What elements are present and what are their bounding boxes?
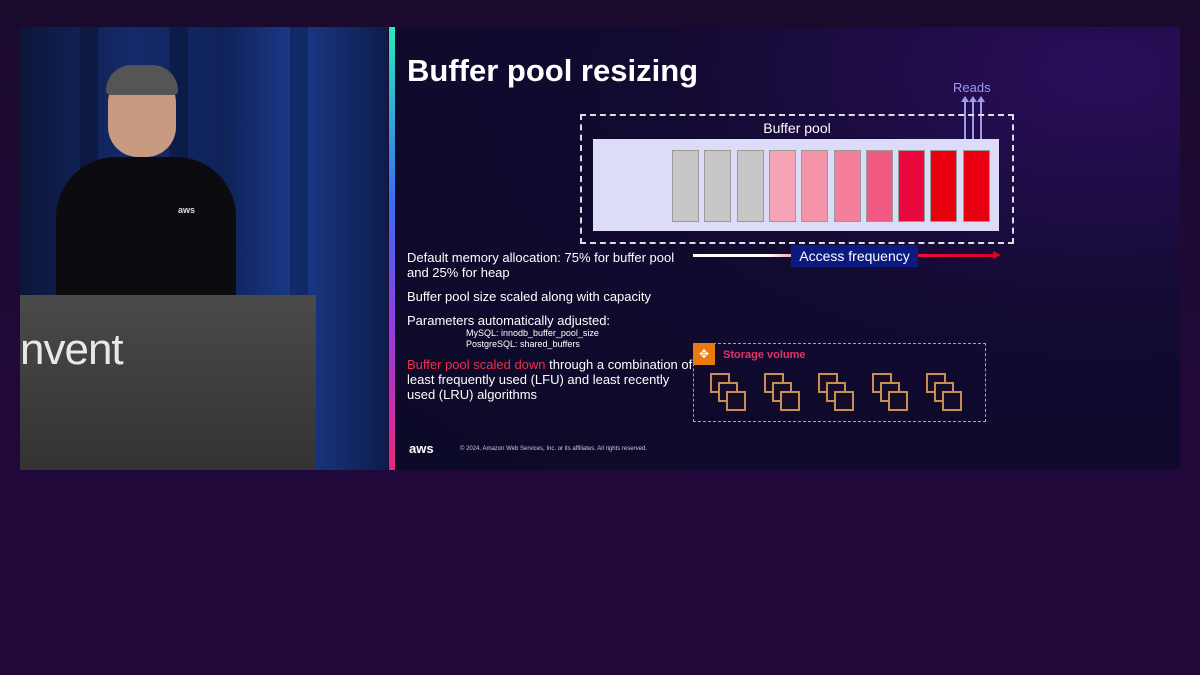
copyright: © 2024, Amazon Web Services, Inc. or its… <box>460 446 647 452</box>
buffer-page-block <box>833 150 861 222</box>
bullet-size-scaled: Buffer pool size scaled along with capac… <box>407 289 652 304</box>
read-arrow-icon <box>977 96 985 149</box>
shirt-logo: aws <box>178 205 196 215</box>
read-arrow-icon <box>961 96 969 149</box>
bullet-text: through a combination of least frequentl… <box>407 357 693 402</box>
podium-logo: nvent <box>20 325 124 374</box>
buffer-page-block <box>704 150 732 222</box>
param-mysql: MySQL: innodb_buffer_pool_size <box>466 328 599 338</box>
buffer-page-block <box>672 150 699 222</box>
buffer-page-block <box>801 150 829 222</box>
buffer-page-block <box>962 150 990 222</box>
storage-volume-container <box>693 343 986 422</box>
slide-accent-bar <box>389 27 395 470</box>
storage-volume-icon <box>872 373 914 413</box>
podium: nvent <box>20 295 316 470</box>
slide-title: Buffer pool resizing <box>407 53 699 88</box>
bullet-parameters: Parameters automatically adjusted: <box>407 313 611 328</box>
reads-label: Reads <box>953 80 991 95</box>
bullet-scaled-down: Buffer pool scaled down through a combin… <box>407 357 697 402</box>
highlight-text: Buffer pool scaled down <box>407 357 546 372</box>
storage-volume-icon <box>926 373 968 413</box>
storage-volume-icon <box>764 373 806 413</box>
buffer-page-block <box>736 150 764 222</box>
buffer-pool-label: Buffer pool <box>763 120 831 136</box>
buffer-page-block <box>865 150 893 222</box>
speaker-body: aws <box>56 157 236 307</box>
slide: Buffer pool resizing Reads Buffer pool A… <box>395 27 1180 470</box>
read-arrow-icon <box>969 96 977 149</box>
buffer-page-block <box>898 150 926 222</box>
param-postgresql: PostgreSQL: shared_buffers <box>466 339 580 349</box>
buffer-pool-area <box>593 139 999 231</box>
buffer-pool-container: Buffer pool <box>580 114 1014 244</box>
speaker-hair <box>106 65 178 95</box>
resize-icon: ✥ <box>693 343 715 365</box>
aws-logo: aws <box>409 441 434 456</box>
storage-volume-icon <box>710 373 752 413</box>
bullet-memory-allocation: Default memory allocation: 75% for buffe… <box>407 250 675 280</box>
storage-volume-label: Storage volume <box>723 349 806 361</box>
speaker-video: aws nvent <box>20 27 388 470</box>
buffer-page-block <box>930 150 958 222</box>
arrow-head-icon <box>993 251 1001 259</box>
buffer-page-block <box>768 150 796 222</box>
access-frequency-label: Access frequency <box>791 245 918 267</box>
storage-volume-icon <box>818 373 860 413</box>
